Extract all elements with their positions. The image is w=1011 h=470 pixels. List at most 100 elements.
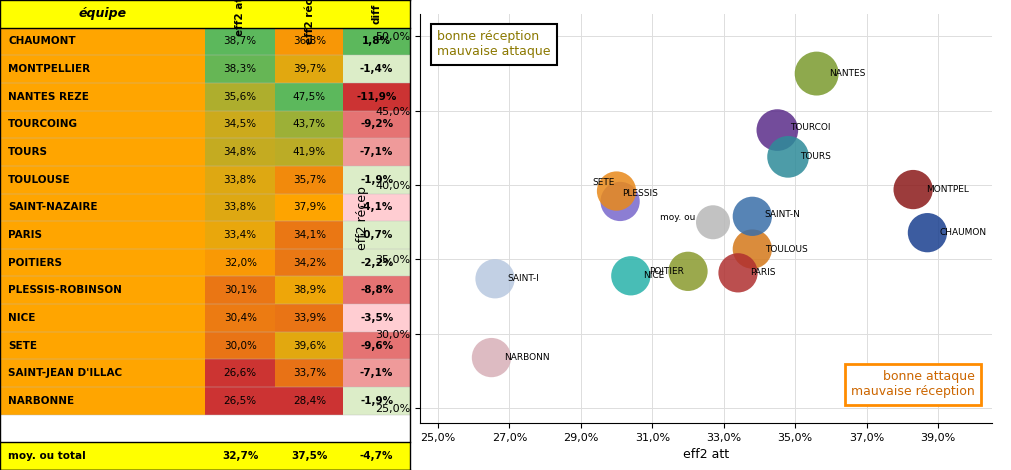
Text: -7,1%: -7,1%	[360, 368, 393, 378]
Bar	[343, 166, 409, 194]
Text: 32,0%: 32,0%	[223, 258, 257, 267]
Bar	[343, 110, 409, 138]
Text: -3,5%: -3,5%	[360, 313, 393, 323]
Bar	[275, 249, 343, 276]
Text: 37,5%: 37,5%	[291, 451, 328, 461]
Bar	[204, 166, 275, 194]
Text: SAINT-I: SAINT-I	[508, 274, 539, 283]
Text: SETE: SETE	[591, 178, 614, 188]
Point	[808, 70, 824, 78]
Bar	[343, 249, 409, 276]
Point	[729, 269, 745, 276]
Bar	[343, 0, 409, 28]
Bar	[204, 442, 275, 470]
Bar	[0, 194, 204, 221]
Point	[705, 219, 721, 226]
Bar	[0, 0, 204, 28]
Bar	[343, 276, 409, 304]
Text: 43,7%: 43,7%	[292, 119, 326, 129]
Text: 38,7%: 38,7%	[223, 37, 257, 47]
Text: -7,1%: -7,1%	[360, 147, 393, 157]
Text: SAINT-N: SAINT-N	[764, 210, 800, 219]
Bar	[0, 332, 204, 360]
Text: eff2 récep: eff2 récep	[304, 0, 314, 44]
Text: 39,7%: 39,7%	[292, 64, 326, 74]
Text: PLESSIS: PLESSIS	[622, 189, 657, 198]
Bar	[275, 0, 343, 28]
Bar	[0, 249, 204, 276]
Bar	[204, 194, 275, 221]
Bar	[275, 55, 343, 83]
Text: moy. ou total: moy. ou total	[8, 451, 86, 461]
Bar	[0, 110, 204, 138]
Point	[622, 272, 638, 280]
Text: 38,9%: 38,9%	[292, 285, 326, 295]
Bar	[343, 442, 409, 470]
Text: 38,3%: 38,3%	[223, 64, 257, 74]
Text: 33,9%: 33,9%	[292, 313, 326, 323]
Point	[904, 186, 920, 193]
Text: TOULOUS: TOULOUS	[764, 244, 807, 253]
Bar	[343, 415, 409, 442]
Bar	[275, 442, 343, 470]
Text: SAINT-NAZAIRE: SAINT-NAZAIRE	[8, 203, 98, 212]
Bar	[343, 304, 409, 332]
Text: 33,8%: 33,8%	[223, 175, 257, 185]
Bar	[204, 0, 275, 28]
Bar	[343, 83, 409, 110]
Text: -9,2%: -9,2%	[360, 119, 393, 129]
Text: NARBONN: NARBONN	[503, 353, 549, 362]
Text: PARIS: PARIS	[8, 230, 42, 240]
Text: TOURS: TOURS	[800, 152, 831, 161]
Text: TOURCOING: TOURCOING	[8, 119, 78, 129]
Text: -4,7%: -4,7%	[360, 451, 393, 461]
Text: MONTPEL: MONTPEL	[925, 185, 968, 194]
Text: NARBONNE: NARBONNE	[8, 396, 74, 406]
Bar	[275, 332, 343, 360]
Bar	[204, 360, 275, 387]
Bar	[204, 249, 275, 276]
Bar	[0, 221, 204, 249]
Text: 35,6%: 35,6%	[223, 92, 257, 102]
Text: 30,1%: 30,1%	[223, 285, 257, 295]
Text: moy. ou: moy. ou	[659, 213, 695, 222]
Point	[608, 187, 624, 195]
Text: MONTPELLIER: MONTPELLIER	[8, 64, 90, 74]
Bar	[204, 55, 275, 83]
Point	[779, 153, 796, 161]
Bar	[204, 332, 275, 360]
Text: 1,8%: 1,8%	[362, 37, 391, 47]
Y-axis label: eff2 récep: eff2 récep	[356, 187, 369, 251]
Text: 34,1%: 34,1%	[292, 230, 326, 240]
Bar	[204, 110, 275, 138]
Text: 28,4%: 28,4%	[292, 396, 326, 406]
Text: TOURS: TOURS	[8, 147, 49, 157]
Text: diff: diff	[371, 4, 381, 24]
Bar	[275, 387, 343, 415]
Bar	[343, 360, 409, 387]
Text: POITIERS: POITIERS	[8, 258, 62, 267]
Point	[679, 267, 696, 275]
Text: eff2 att: eff2 att	[235, 0, 245, 36]
Bar	[343, 194, 409, 221]
Bar	[275, 110, 343, 138]
Bar	[275, 304, 343, 332]
Bar	[0, 138, 204, 166]
Bar	[343, 55, 409, 83]
Text: 39,6%: 39,6%	[292, 341, 326, 351]
Text: NICE: NICE	[643, 271, 664, 280]
Text: TOULOUSE: TOULOUSE	[8, 175, 71, 185]
Bar	[343, 138, 409, 166]
Point	[743, 245, 759, 253]
Text: -9,6%: -9,6%	[360, 341, 393, 351]
Bar	[343, 332, 409, 360]
Text: NICE: NICE	[8, 313, 35, 323]
Bar	[0, 276, 204, 304]
Text: CHAUMONT: CHAUMONT	[8, 37, 76, 47]
Text: 26,5%: 26,5%	[223, 396, 257, 406]
Text: 26,6%: 26,6%	[223, 368, 257, 378]
Text: 30,4%: 30,4%	[223, 313, 257, 323]
Bar	[0, 166, 204, 194]
Bar	[0, 55, 204, 83]
Point	[486, 275, 502, 282]
